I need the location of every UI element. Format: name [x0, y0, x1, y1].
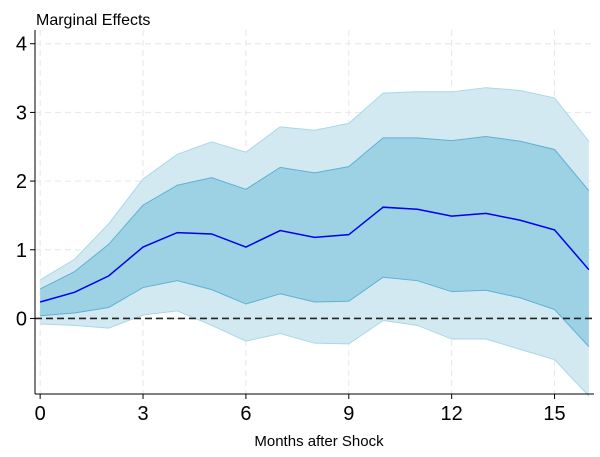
- outer-band-lower-edge: [40, 310, 590, 397]
- y-tick-label: 0: [16, 308, 27, 330]
- x-tick-label: 6: [240, 403, 251, 425]
- y-tick-label: 4: [16, 34, 27, 56]
- inner-band-upper-edge: [39, 135, 590, 290]
- chart-title: Marginal Effects: [36, 12, 150, 29]
- x-tick-label: 12: [441, 403, 463, 425]
- inner-confidence-band: [40, 136, 589, 347]
- x-tick-label: 3: [137, 403, 148, 425]
- point-estimate-line: [39, 206, 590, 303]
- x-tick-label: 9: [343, 403, 354, 425]
- x-axis-label: Months after Shock: [254, 433, 384, 450]
- x-tick-label: 15: [543, 403, 565, 425]
- x-tick-label: 0: [35, 403, 46, 425]
- inner-band-lower-edge: [40, 276, 590, 347]
- y-tick-label: 2: [16, 171, 27, 193]
- y-tick-label: 1: [16, 240, 27, 262]
- band-layer: [39, 87, 590, 397]
- y-tick-label: 3: [16, 102, 27, 124]
- line-layer: [35, 206, 594, 320]
- outer-band-upper-edge: [39, 87, 590, 281]
